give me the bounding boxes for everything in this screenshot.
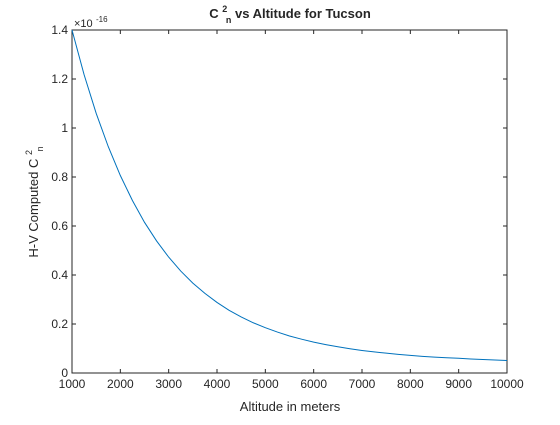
x-axis-ticks: 1000 2000 3000 4000 5000 6000 7000 8000 9000 1000…: [59, 30, 524, 391]
plot-frame: [71, 29, 508, 374]
chart-title-rest: vs Altitude for Tucson: [235, 6, 371, 21]
y-tick-label: 0.2: [51, 317, 68, 331]
y-tick-label: 0.6: [51, 219, 68, 233]
y-axis-label: H-V Computed C 2 n: [20, 146, 45, 257]
y-axis-label-group: H-V Computed C 2 n: [20, 146, 45, 257]
chart-title: C 2 n vs Altitude for Tucson: [209, 0, 371, 26]
exponent-power: -16: [96, 15, 108, 24]
x-tick-label: 4000: [204, 377, 231, 391]
x-tick-label: 5000: [252, 377, 279, 391]
y-tick-label: 1.4: [51, 23, 68, 37]
x-axis-label: Altitude in meters: [240, 399, 341, 414]
exponent-label: ×10 -16: [74, 15, 108, 30]
chart-title-sub: n: [226, 15, 232, 25]
y-tick-label: 0.8: [51, 170, 68, 184]
y-tick-label: 1: [61, 121, 68, 135]
x-tick-label: 2000: [107, 377, 134, 391]
y-tick-label: 0: [61, 366, 68, 380]
y-tick-label: 0.4: [51, 268, 68, 282]
plot-area: 1000 2000 3000 4000 5000 6000 7000 8000 9000 1000…: [51, 23, 524, 391]
y-axis-label-base: H-V Computed C: [26, 159, 41, 258]
x-tick-label: 9000: [445, 377, 472, 391]
x-tick-label: 10000: [490, 377, 524, 391]
x-tick-label: 3000: [155, 377, 182, 391]
x-tick-label: 6000: [300, 377, 327, 391]
y-axis-ticks: 0 0.2 0.4 0.6 0.8 1 1.2 1.4: [51, 23, 507, 380]
cn2-curve-line: [71, 29, 508, 361]
x-tick-label: 8000: [397, 377, 424, 391]
exponent-base: ×10: [74, 18, 93, 30]
y-axis-label-sub: n: [35, 146, 45, 151]
y-axis-label-sup: 2: [24, 150, 34, 155]
x-tick-label: 7000: [349, 377, 376, 391]
y-tick-label: 1.2: [51, 72, 68, 86]
chart-title-base: C: [209, 6, 219, 21]
chart-title-sup: 2: [222, 4, 227, 14]
x-tick-label: 1000: [59, 377, 86, 391]
